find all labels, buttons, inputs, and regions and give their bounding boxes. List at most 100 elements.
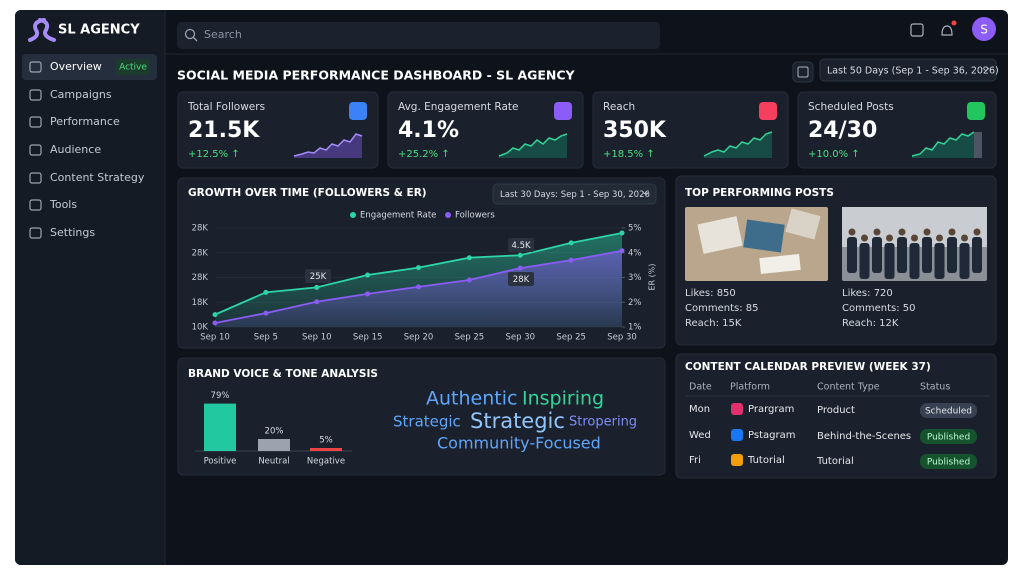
panel-title: TOP PERFORMING POSTS [685,187,834,199]
person-head [923,228,931,236]
data-point [517,252,523,258]
sparkline-bar [974,132,982,158]
data-point [263,289,269,295]
person-body [922,237,932,273]
person-body [859,243,870,279]
avatar[interactable] [972,17,996,41]
sparkline [911,131,975,157]
table-cell: Tutorial [747,455,785,466]
table-cell: Mon [689,404,710,415]
active-badge-bg [116,59,150,75]
status-label: Published [927,433,970,443]
data-point [466,255,472,261]
sparkline-area [294,134,362,158]
status-pill [920,429,977,444]
bar [310,448,342,451]
kpi-change: +25.2% ↑ [398,149,450,160]
person-body [847,237,857,273]
sparkline [498,133,568,157]
kpi-label: Scheduled Posts [808,101,894,113]
nav-item[interactable]: Overview [50,60,102,73]
x-tick-label: Sep 30 [607,333,637,343]
data-point [517,265,523,271]
annotation-bg [305,269,331,283]
x-tick-label: Sep 30 [505,333,535,343]
bar-category: Positive [204,457,237,467]
annotation-bg [508,238,534,252]
nav-item[interactable]: Campaigns [50,88,112,101]
y2-tick-label: 4% [628,248,642,258]
person-head [861,234,868,242]
nav-icon [29,89,42,101]
annotation: 28K [513,275,530,285]
x-tick-label: Sep 20 [404,333,434,343]
bell-icon[interactable] [941,25,953,36]
nav-item[interactable]: Tools [49,198,77,211]
sparkline-area [499,134,567,158]
platform-icon [731,454,743,466]
growth-dropdown[interactable] [492,183,657,205]
word-cloud-term: Strategic [393,413,461,431]
x-tick-label: Sep 15 [353,333,383,343]
date-dropdown[interactable] [819,58,997,82]
y2-tick-label: 3% [628,273,642,283]
date-icon-btn[interactable] [792,61,814,83]
word-cloud-term: Community-Focused [437,434,601,453]
data-point [619,230,625,236]
person-head [936,234,943,242]
search-placeholder[interactable]: Search [204,28,242,41]
sparkline [703,131,773,157]
date-range[interactable]: Last 50 Days (Sep 1 - Sep 36, 2026) [827,66,999,77]
table-cell: Behind-the-Scenes [817,431,911,442]
bar [204,403,236,451]
data-point [365,272,371,278]
person-head [848,228,856,236]
nav-item[interactable]: Settings [50,226,95,239]
post-image-detail [743,219,785,253]
kpi-icon [967,102,985,120]
data-point [212,320,218,326]
person-body [897,237,907,273]
bar-value-label: 20% [265,427,284,437]
nav-item[interactable]: Content Strategy [50,171,145,184]
annotation: 4.5K [511,241,531,251]
kpi-icon [349,102,367,120]
growth-date-range[interactable]: Last 30 Days: Sep 1 - Sep 30, 2026 [500,190,650,200]
person-body [959,243,970,279]
nav-item[interactable]: Audience [50,143,101,156]
kpi-change: +18.5% ↑ [603,149,655,160]
calendar-icon[interactable] [910,23,924,37]
data-point [263,310,269,316]
search-box[interactable] [177,22,660,49]
status-label: Scheduled [925,407,972,417]
word-cloud-term: Inspiring [522,388,604,410]
nav-icon [29,199,42,211]
data-point [365,291,371,297]
avatar-initial: S [980,23,988,37]
legend-label: Followers [455,211,495,221]
dropdown-chevron [642,191,650,196]
post-stat: Likes: 720 [842,288,893,299]
person-body [972,237,982,273]
post-stat: Comments: 50 [842,303,915,314]
nav-icon [29,61,42,73]
platform-icon [731,403,743,415]
data-point [416,284,421,290]
y2-axis-label: ER (%) [648,264,657,291]
status-pill [920,403,977,418]
annotation: 25K [310,272,327,282]
bar-value-label: 79% [211,391,230,401]
nav-item[interactable]: Performance [50,115,120,128]
y-tick-label: 28K [192,224,209,234]
kpi-icon [554,102,572,120]
status-pill [920,454,977,469]
panel-title: BRAND VOICE & TONE ANALYSIS [188,368,378,380]
x-tick-label: Sep 25 [455,333,485,343]
x-tick-label: Sep 25 [556,333,586,343]
data-point [314,299,320,305]
bar-category: Neutral [258,457,289,467]
table-header: Date [689,382,712,393]
kpi-value: 4.1% [398,118,459,143]
bar [258,439,290,451]
